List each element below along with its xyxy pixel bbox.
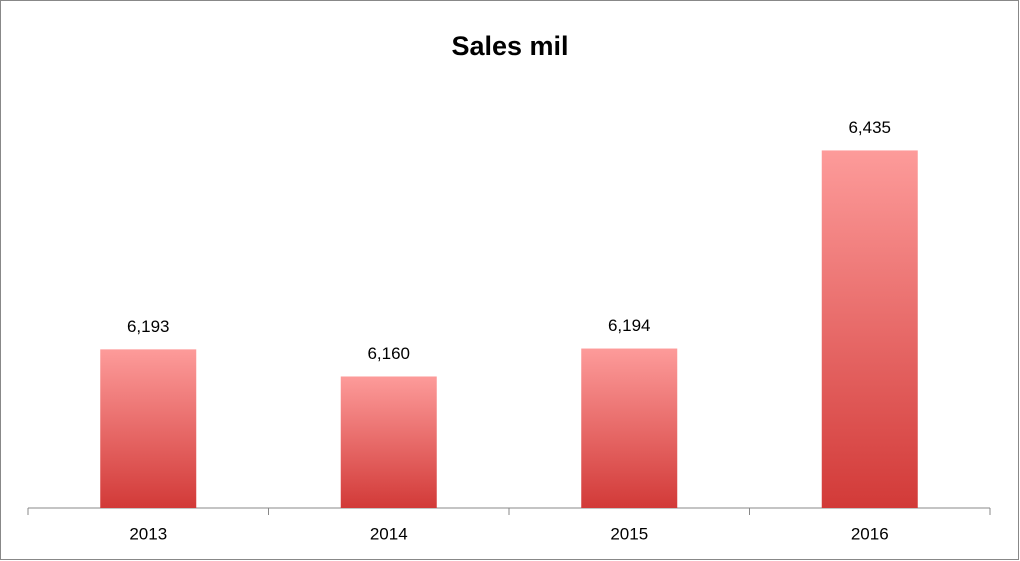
x-tick-label: 2014	[370, 524, 408, 543]
bar	[100, 349, 197, 508]
x-tick-label: 2013	[129, 524, 167, 543]
data-label: 6,160	[367, 344, 410, 363]
bar	[340, 376, 437, 508]
data-label: 6,193	[127, 317, 170, 336]
x-tick-label: 2015	[610, 524, 648, 543]
data-label: 6,435	[848, 118, 891, 137]
data-label: 6,194	[608, 316, 651, 335]
x-tick-label: 2016	[851, 524, 889, 543]
chart-title: Sales mil	[451, 31, 568, 61]
bar	[581, 348, 678, 508]
bar	[821, 150, 918, 508]
